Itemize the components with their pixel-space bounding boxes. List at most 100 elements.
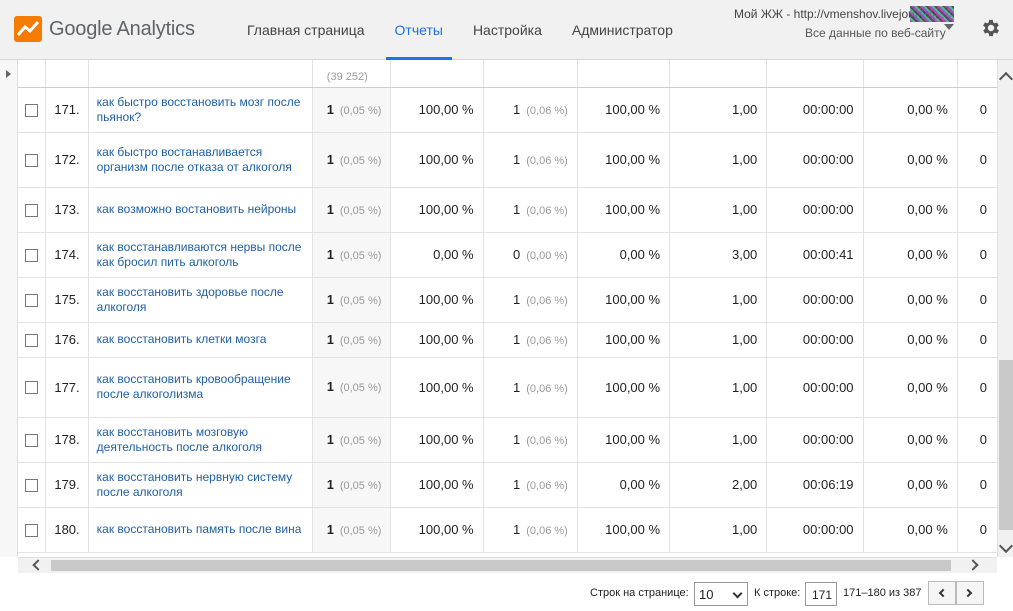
vertical-scroll-thumb[interactable] xyxy=(999,360,1013,530)
bounce-rate: 0,00 % xyxy=(619,477,661,492)
new-users-value: 1 xyxy=(513,477,521,492)
conversion-rate: 0,00 % xyxy=(907,332,948,347)
new-sessions-percent: 0,00 % xyxy=(433,247,474,262)
new-sessions-percent: 100,00 % xyxy=(418,522,474,537)
avg-session-duration: 00:00:00 xyxy=(802,202,854,217)
nav-home[interactable]: Главная страница xyxy=(247,22,365,38)
sessions-value: 1 xyxy=(326,522,334,537)
top-header: Google Analytics Главная страница Отчеты… xyxy=(0,0,1013,61)
new-sessions-percent: 100,00 % xyxy=(418,202,474,217)
pages-per-session: 2,00 xyxy=(731,477,758,492)
pagination-bar: Строк на странице: 10 К строке: 171 171–… xyxy=(0,574,1013,611)
new-users-value: 1 xyxy=(513,202,521,217)
nav-reports[interactable]: Отчеты xyxy=(380,0,458,61)
row-checkbox[interactable] xyxy=(24,523,38,537)
keyword-link[interactable]: как восстановить кровообращение после ал… xyxy=(96,372,291,401)
new-users-value: 1 xyxy=(513,379,521,395)
nav-admin[interactable]: Администратор xyxy=(571,22,673,38)
report-table-area: (39 252) 171. как быстро восстановить моз… xyxy=(0,60,997,557)
prev-page-button[interactable] xyxy=(928,581,956,605)
sessions-value: 1 xyxy=(326,432,334,447)
scroll-left-icon[interactable] xyxy=(32,559,44,571)
pages-per-session: 3,00 xyxy=(731,247,758,262)
table-row: 180. как восстановить память после вина 1 (… xyxy=(18,507,997,553)
row-checkbox[interactable] xyxy=(24,103,38,117)
horizontal-scroll-thumb[interactable] xyxy=(51,560,951,571)
avg-session-duration: 00:00:00 xyxy=(802,379,854,395)
scroll-down-icon[interactable] xyxy=(998,538,1013,554)
row-checkbox[interactable] xyxy=(24,478,38,492)
sessions-value: 1 xyxy=(326,332,334,347)
sessions-value: 1 xyxy=(326,292,334,307)
horizontal-scrollbar[interactable] xyxy=(18,557,997,573)
sessions-value: 1 xyxy=(326,477,334,492)
keyword-link[interactable]: как восстановить нервную систему после а… xyxy=(96,469,293,499)
last-column-value: 0 xyxy=(979,102,987,117)
avg-session-duration: 00:00:00 xyxy=(802,522,854,537)
row-checkbox[interactable] xyxy=(24,381,38,395)
row-checkbox[interactable] xyxy=(24,433,38,447)
avg-session-duration: 00:00:00 xyxy=(802,102,854,117)
bounce-rate: 100,00 % xyxy=(605,332,661,347)
row-checkbox[interactable] xyxy=(24,248,38,262)
keyword-link[interactable]: как восстановить клетки мозга xyxy=(96,332,267,346)
last-column-value: 0 xyxy=(979,379,987,395)
new-users-percent: (0,06 %) xyxy=(526,525,568,537)
row-index: 174. xyxy=(54,247,80,262)
google-analytics-logo[interactable]: Google Analytics xyxy=(14,16,195,42)
gear-icon[interactable] xyxy=(980,17,1002,39)
sessions-percent: (0,05 %) xyxy=(339,104,382,117)
keyword-link[interactable]: как возможно востановить нейроны xyxy=(96,202,297,216)
table-left-rail[interactable] xyxy=(0,60,18,557)
header-total-sessions: (39 252) xyxy=(312,60,392,88)
avg-session-duration: 00:00:00 xyxy=(802,152,854,167)
chevron-down-icon xyxy=(732,588,743,599)
new-sessions-percent: 100,00 % xyxy=(418,332,474,347)
row-index: 172. xyxy=(54,152,80,167)
last-column-value: 0 xyxy=(979,522,987,537)
sessions-value: 1 xyxy=(326,152,334,167)
conversion-rate: 0,00 % xyxy=(907,202,948,217)
page-range: 171–180 из 387 xyxy=(843,587,922,599)
keyword-link[interactable]: как восстановить мозговую деятельность п… xyxy=(96,424,263,454)
chevron-left-icon xyxy=(938,588,948,598)
keyword-link[interactable]: как восстановить здоровье после алкоголя xyxy=(96,284,284,314)
keyword-link[interactable]: как восстанавливаются нервы после как бр… xyxy=(96,239,302,269)
row-checkbox[interactable] xyxy=(24,293,38,307)
account-selector[interactable]: Мой ЖЖ - http://vmenshov.livejournal....… xyxy=(734,6,954,40)
row-index: 178. xyxy=(54,432,80,447)
row-checkbox[interactable] xyxy=(24,203,38,217)
vertical-scrollbar[interactable] xyxy=(997,60,1013,557)
new-sessions-percent: 100,00 % xyxy=(418,432,474,447)
sessions-percent: (0,05 %) xyxy=(339,204,382,217)
account-dropdown-icon[interactable] xyxy=(944,24,954,30)
row-checkbox[interactable] xyxy=(24,333,38,347)
expand-arrow-icon[interactable] xyxy=(6,70,11,78)
new-users-percent: (0,06 %) xyxy=(526,105,568,117)
keyword-link[interactable]: как восстановить память после вина xyxy=(96,522,302,536)
last-column-value: 0 xyxy=(979,247,987,262)
row-index: 171. xyxy=(54,102,80,117)
rows-per-page-select[interactable]: 10 xyxy=(694,582,748,606)
sessions-percent: (0,05 %) xyxy=(339,524,382,537)
keyword-link[interactable]: как быстро восстановить мозг после пьяно… xyxy=(96,94,301,124)
goto-row-input[interactable]: 171 xyxy=(805,582,837,606)
sessions-percent: (0,05 %) xyxy=(339,434,382,447)
last-column-value: 0 xyxy=(979,477,987,492)
conversion-rate: 0,00 % xyxy=(907,247,948,262)
conversion-rate: 0,00 % xyxy=(907,477,948,492)
bounce-rate: 0,00 % xyxy=(619,247,661,262)
scroll-up-icon[interactable] xyxy=(998,71,1013,87)
nav-settings[interactable]: Настройка xyxy=(472,22,542,38)
new-sessions-percent: 100,00 % xyxy=(418,152,474,167)
row-checkbox[interactable] xyxy=(24,153,38,167)
scroll-right-icon[interactable] xyxy=(967,559,979,571)
keyword-link[interactable]: как быстро востанавливается организм пос… xyxy=(96,144,292,174)
new-users-value: 1 xyxy=(513,292,521,307)
pages-per-session: 1,00 xyxy=(731,432,758,447)
pages-per-session: 1,00 xyxy=(731,102,758,117)
sessions-percent: (0,05 %) xyxy=(339,334,382,347)
next-page-button[interactable] xyxy=(956,581,984,605)
new-sessions-percent: 100,00 % xyxy=(418,379,474,395)
row-index: 177. xyxy=(54,379,80,395)
